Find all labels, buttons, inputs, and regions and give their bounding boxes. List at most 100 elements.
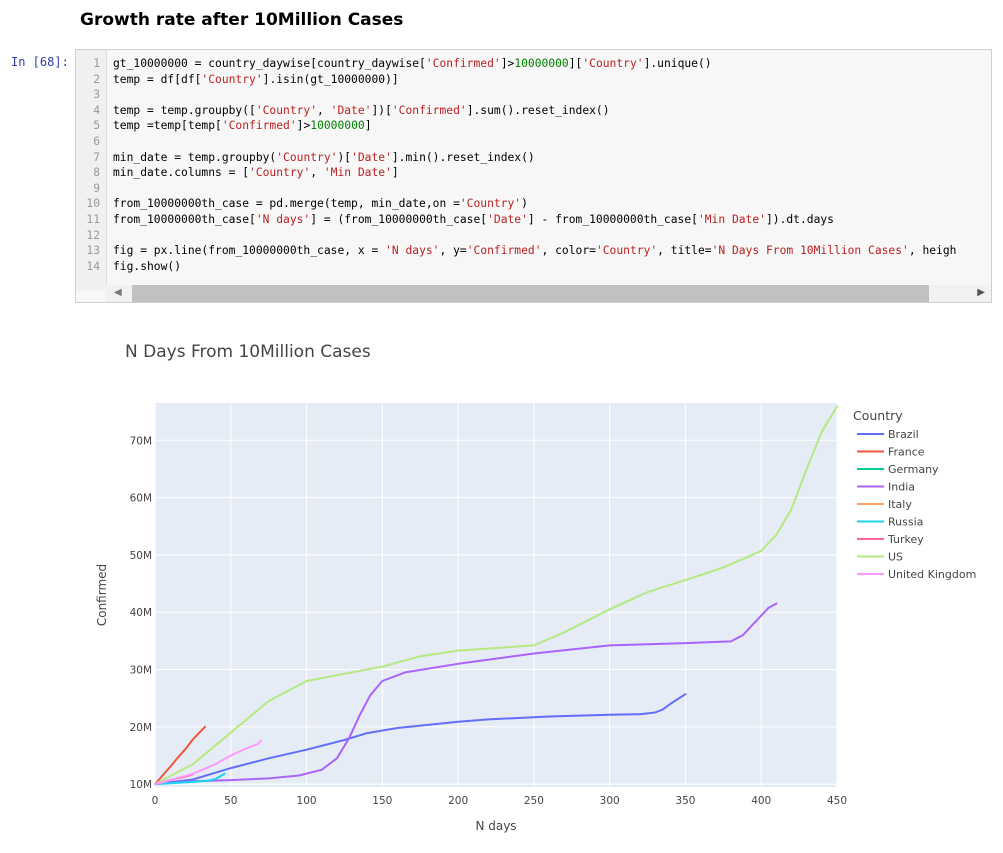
code-text[interactable]: temp = df[df['Country'].isin(gt_10000000… <box>113 72 399 88</box>
code-token: 'Country' <box>249 166 311 180</box>
code-cell[interactable]: 1 gt_10000000 = country_daywise[country_d… <box>75 49 992 303</box>
line-number: 6 <box>93 135 100 148</box>
x-tick-label: 100 <box>297 795 317 807</box>
x-tick-label: 0 <box>152 795 159 807</box>
legend-label-france[interactable]: France <box>888 446 925 459</box>
code-text[interactable]: fig.show() <box>113 259 181 275</box>
line-number: 11 <box>86 213 100 226</box>
line-number: 10 <box>86 197 100 211</box>
line-number: 13 <box>86 244 100 258</box>
code-token: 'Date' <box>330 103 372 117</box>
code-token: 'Country' <box>595 244 658 258</box>
code-token: min_date = temp.groupby( <box>113 150 277 164</box>
code-token: 'N days' <box>385 244 440 258</box>
code-token: temp = df[df[ <box>113 72 202 86</box>
series-line-france[interactable] <box>154 725 206 786</box>
scroll-right-icon[interactable]: ▶ <box>977 287 985 298</box>
legend-label-united-kingdom[interactable]: United Kingdom <box>888 568 976 581</box>
code-text[interactable]: min_date.columns = ['Country', 'Min Date… <box>113 165 399 181</box>
code-token: ] = (from_10000000th_case[ <box>310 213 488 226</box>
code-token: 'Min Date' <box>697 213 766 226</box>
line-number-gutter <box>76 50 107 290</box>
code-token: ] - from_10000000th_case[ <box>527 213 698 226</box>
code-token: 'Confirmed' <box>391 103 467 117</box>
code-text[interactable]: from_10000000th_case = pd.merge(temp, mi… <box>113 196 528 212</box>
cell-prompt: In [68]: <box>11 55 69 69</box>
line-number: 14 <box>86 259 100 273</box>
line-number: 12 <box>86 228 100 242</box>
code-token: min_date.columns = [ <box>113 166 250 180</box>
code-token: , color= <box>541 244 596 258</box>
x-tick-label: 450 <box>827 795 847 807</box>
code-token: from_10000000th_case = pd.merge(temp, mi… <box>113 197 460 211</box>
horizontal-scrollbar[interactable]: ◀ ▶ <box>106 285 991 302</box>
code-text[interactable]: temp =temp[temp['Confirmed']>10000000] <box>113 118 372 134</box>
code-text[interactable]: from_10000000th_case['N days'] = (from_1… <box>113 212 834 228</box>
code-token: 'Date' <box>487 213 528 226</box>
code-token: , <box>310 166 324 180</box>
code-token: 'N days' <box>255 213 311 226</box>
code-token: ]).dt.days <box>765 213 834 226</box>
y-tick-label: 40M <box>130 607 152 619</box>
code-token: ]> <box>500 57 515 70</box>
code-text[interactable]: gt_10000000 = country_daywise[country_da… <box>113 56 712 72</box>
code-token: ]> <box>296 119 311 133</box>
line-number: 5 <box>93 119 100 133</box>
code-token: ].isin(gt_10000000)] <box>262 72 399 86</box>
code-token: ])[ <box>371 103 392 117</box>
code-token: ) <box>521 197 528 211</box>
code-token: ] <box>391 166 399 180</box>
x-axis-title: N days <box>475 819 516 833</box>
x-tick-label: 400 <box>751 795 771 807</box>
line-number: 8 <box>93 166 100 180</box>
plot-area <box>155 403 837 787</box>
code-token: ] <box>364 119 372 133</box>
code-token: 'Country' <box>582 57 644 70</box>
code-token: 10000000 <box>310 119 365 133</box>
code-token: 10000000 <box>514 57 569 70</box>
code-token: 'Min Date' <box>323 166 392 180</box>
code-token: fig = px.line(from_10000000th_case, x = <box>113 244 386 258</box>
code-token: , title= <box>657 244 712 258</box>
line-number: 3 <box>93 88 100 102</box>
code-token: , y= <box>439 244 467 258</box>
legend-title: Country <box>853 408 903 423</box>
legend-label-italy[interactable]: Italy <box>888 498 912 511</box>
legend-label-russia[interactable]: Russia <box>888 516 923 529</box>
code-token: 'Country' <box>201 72 263 86</box>
y-tick-label: 60M <box>130 493 152 505</box>
x-tick-label: 50 <box>224 795 237 807</box>
scrollbar-thumb[interactable] <box>132 285 929 302</box>
code-token: ].sum().reset_index() <box>466 103 610 117</box>
y-axis-title: Confirmed <box>95 564 109 626</box>
y-tick-label: 30M <box>130 665 152 677</box>
series-line-russia[interactable] <box>154 772 226 786</box>
code-token: from_10000000th_case[ <box>113 213 256 226</box>
line-number: 9 <box>93 181 100 195</box>
legend-label-us[interactable]: US <box>888 551 903 564</box>
markdown-heading: Growth rate after 10Million Cases <box>80 10 404 30</box>
series-line-india[interactable] <box>154 602 778 786</box>
code-token: ].min().reset_index() <box>391 150 535 164</box>
code-token: 'Country' <box>255 103 318 117</box>
code-token: temp =temp[temp[ <box>113 119 222 133</box>
legend-label-turkey[interactable]: Turkey <box>887 533 924 546</box>
code-token: fig.show() <box>113 259 182 273</box>
legend-label-germany[interactable]: Germany <box>888 463 939 476</box>
code-token: 'Confirmed' <box>425 57 501 70</box>
code-text[interactable]: fig = px.line(from_10000000th_case, x = … <box>113 243 956 259</box>
scroll-left-icon[interactable]: ◀ <box>114 287 122 298</box>
series-line-us[interactable] <box>154 405 838 786</box>
line-number: 7 <box>93 150 100 164</box>
y-tick-label: 10M <box>130 779 152 791</box>
x-tick-label: 200 <box>448 795 468 807</box>
series-line-brazil[interactable] <box>154 693 687 786</box>
code-token: , heigh <box>908 244 957 258</box>
code-token: gt_10000000 = country_daywise[country_da… <box>113 57 426 70</box>
legend-label-india[interactable]: India <box>888 481 915 494</box>
code-text[interactable]: temp = temp.groupby(['Country', 'Date'])… <box>113 103 610 119</box>
code-text[interactable]: min_date = temp.groupby('Country')['Date… <box>113 150 535 166</box>
series-line-united-kingdom[interactable] <box>154 739 263 786</box>
legend-label-brazil[interactable]: Brazil <box>888 428 919 441</box>
